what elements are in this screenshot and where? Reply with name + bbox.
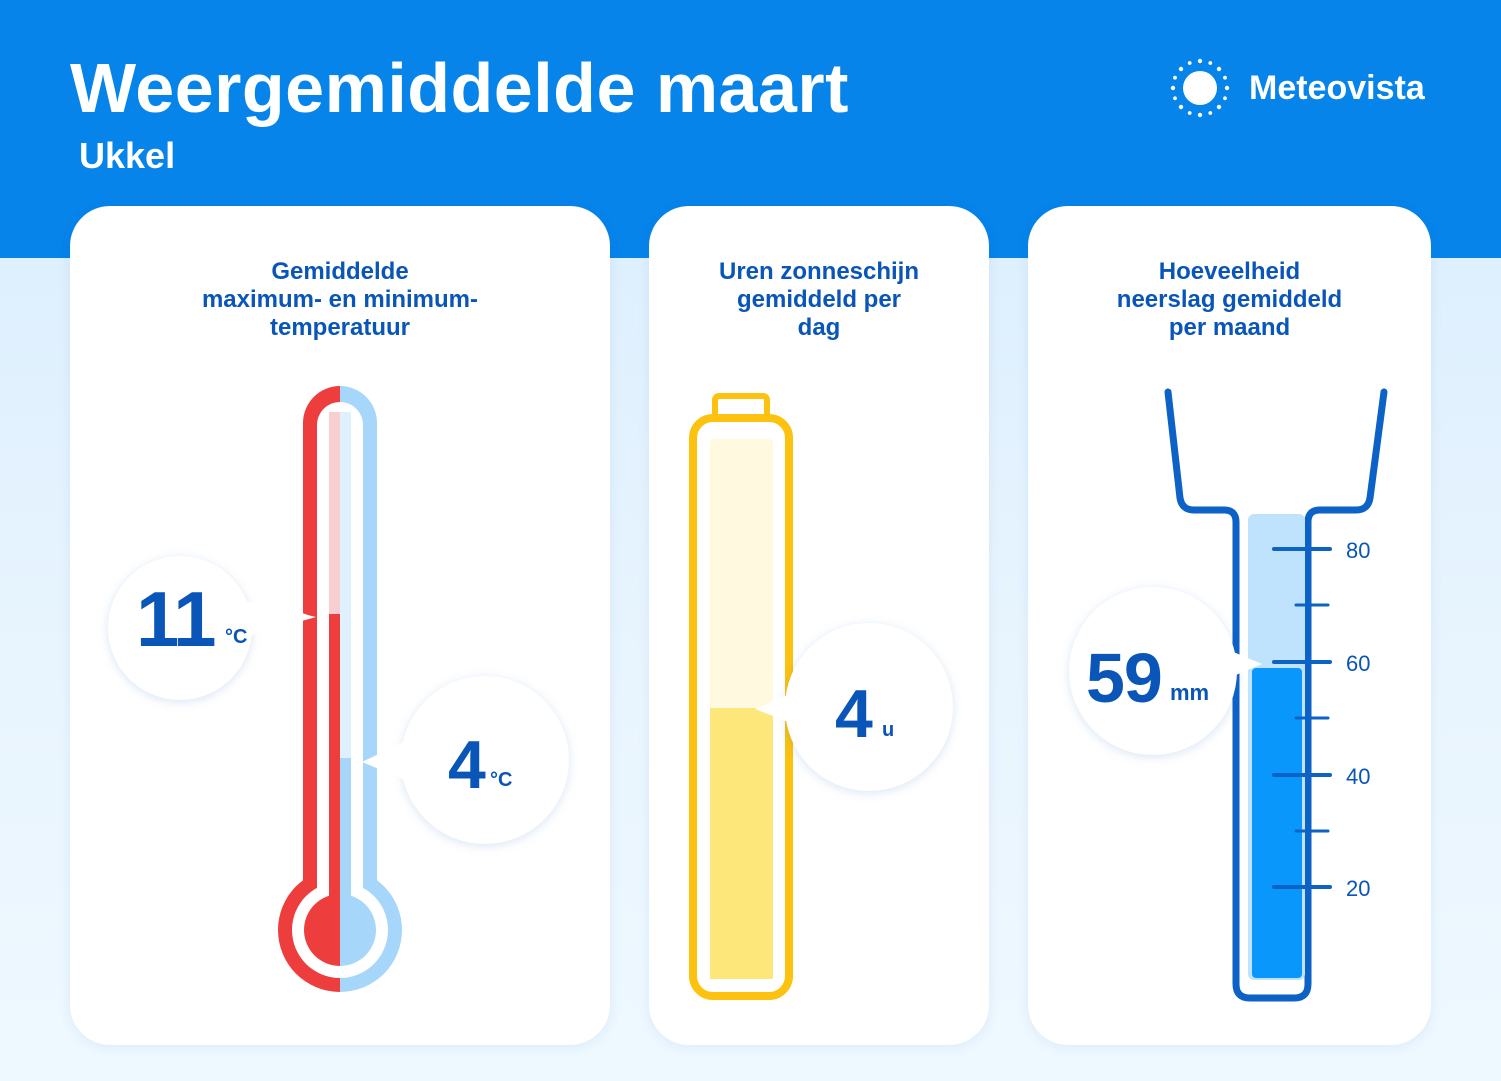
page-title: Weergemiddelde maart: [70, 49, 849, 127]
precipitation-bubble: 59 mm: [1069, 587, 1262, 755]
brand-logo[interactable]: Meteovista: [1168, 56, 1448, 120]
precipitation-unit: mm: [1170, 680, 1209, 705]
max-temperature-bubble: 11 °C: [108, 556, 316, 700]
scale-label: 40: [1346, 764, 1370, 789]
precipitation-level: [1252, 668, 1302, 978]
sunshine-card: Uren zonneschijn gemiddeld per dag 4 u: [649, 206, 989, 1045]
precipitation-card: Hoeveelheid neerslag gemiddeld per maand…: [1028, 206, 1431, 1045]
precipitation-value: 59: [1086, 639, 1162, 717]
min-temperature-unit: °C: [490, 769, 512, 791]
scale-label: 60: [1346, 651, 1370, 676]
sunshine-card-title: Uren zonneschijn gemiddeld per dag: [649, 258, 989, 342]
temperature-card-title: Gemiddelde maximum- en minimum- temperat…: [70, 258, 610, 342]
title-line: per maand: [1168, 314, 1291, 341]
title-line: Gemiddelde: [271, 258, 409, 285]
min-temperature-bubble: 4 °C: [362, 676, 569, 844]
title-line: Hoeveelheid: [1158, 258, 1301, 285]
max-temperature-level: [329, 614, 340, 944]
title-line: neerslag gemiddeld: [1116, 286, 1343, 313]
title-line: dag: [797, 314, 841, 341]
scale-label: 80: [1346, 538, 1370, 563]
thermometer-graphic: 11 °C 4 °C: [108, 386, 569, 992]
scale-ticks: [1272, 547, 1332, 889]
temperature-card: Gemiddelde maximum- en minimum- temperat…: [70, 206, 610, 1045]
sunshine-level: [710, 708, 773, 979]
min-temperature-value: 4: [448, 727, 486, 803]
location-subtitle: Ukkel: [79, 135, 176, 176]
sunshine-unit: u: [882, 719, 894, 741]
max-temperature-unit: °C: [225, 626, 247, 648]
title-line: gemiddeld per: [736, 286, 902, 313]
min-temperature-level: [340, 758, 351, 944]
sunshine-bubble: 4 u: [755, 623, 953, 791]
brand-name: Meteovista: [1249, 69, 1425, 107]
title-line: temperatuur: [269, 314, 411, 341]
title-line: maximum- en minimum-: [201, 286, 479, 313]
title-line: Uren zonneschijn: [718, 258, 920, 285]
sun-icon: [1170, 58, 1230, 118]
sunshine-value: 4: [835, 676, 873, 752]
scale-label: 20: [1346, 876, 1370, 901]
rain-gauge-graphic: 80 60 40 20 59 mm: [1069, 388, 1388, 1002]
precipitation-card-title: Hoeveelheid neerslag gemiddeld per maand: [1028, 258, 1431, 342]
battery-graphic: 4 u: [689, 393, 953, 1000]
max-temperature-value: 11: [136, 575, 215, 663]
